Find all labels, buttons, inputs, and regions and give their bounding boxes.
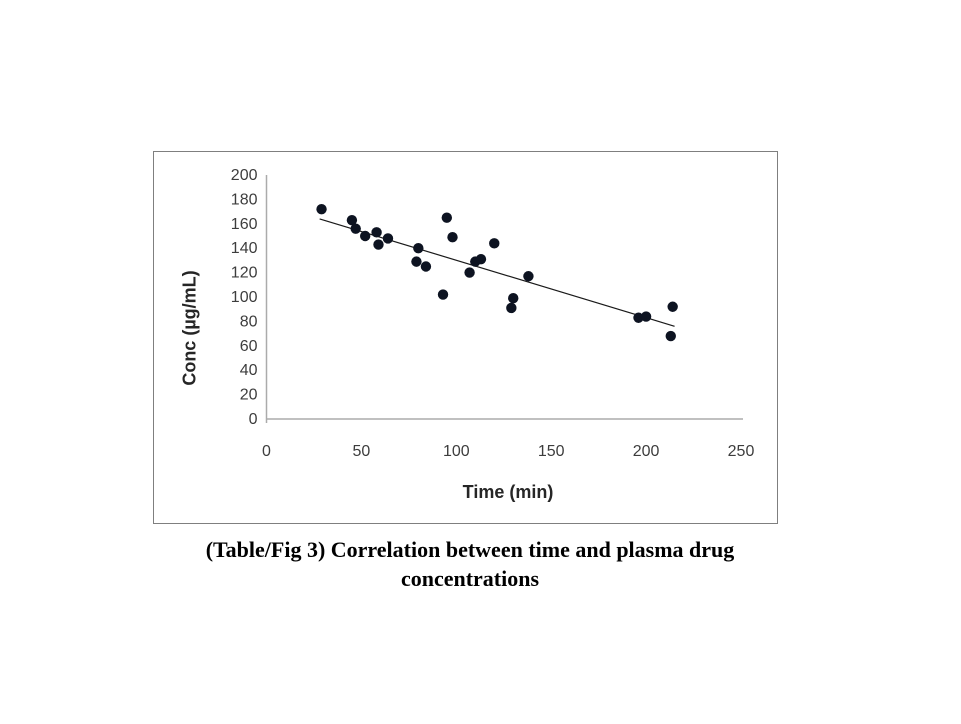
y-tick-label: 160 (231, 216, 258, 233)
figure-caption-line1: (Table/Fig 3) Correlation between time a… (205, 537, 735, 562)
y-tick-label: 180 (231, 191, 258, 208)
data-point (464, 267, 475, 278)
figure-caption: (Table/Fig 3) Correlation between time a… (0, 535, 940, 593)
y-tick-label: 80 (240, 313, 258, 330)
x-tick-label: 100 (443, 443, 470, 460)
data-point (508, 293, 519, 304)
x-tick-label: 0 (262, 443, 271, 460)
data-point (475, 253, 487, 265)
data-point (665, 330, 676, 342)
data-point (437, 289, 449, 300)
data-point (441, 212, 453, 223)
data-point (640, 311, 652, 322)
x-tick-label: 250 (728, 443, 755, 460)
data-point (371, 227, 382, 238)
data-point (420, 261, 432, 272)
data-point (316, 203, 327, 215)
y-axis-title: Conc (µg/mL) (179, 270, 200, 386)
data-point (359, 230, 371, 242)
scatter-plot: 0 20 40 60 80 100 120 140 160 180 200 0 50 100 150 200 2… (231, 167, 755, 460)
y-tick-label: 100 (231, 289, 258, 306)
x-tick-label: 50 (353, 443, 371, 460)
data-point (523, 271, 534, 282)
data-point (346, 214, 358, 226)
data-point (373, 239, 384, 250)
y-tick-label: 120 (231, 265, 258, 282)
data-point (667, 301, 678, 312)
y-tick-label: 200 (231, 167, 258, 184)
figure-caption-line2: concentrations (400, 566, 540, 591)
data-point (411, 256, 422, 267)
data-point (489, 238, 500, 249)
data-point (413, 243, 424, 254)
data-point (447, 232, 458, 243)
chart-panel: 0 20 40 60 80 100 120 140 160 180 200 0 50 100 150 200 2… (153, 151, 778, 524)
x-tick-label: 200 (633, 443, 660, 460)
data-point (506, 302, 517, 314)
x-axis-title: Time (min) (462, 482, 554, 502)
data-point (382, 233, 394, 244)
y-tick-label: 0 (249, 411, 258, 428)
y-tick-label: 140 (231, 240, 258, 257)
x-tick-label: 150 (538, 443, 565, 460)
y-tick-label: 40 (240, 362, 258, 379)
data-point (350, 223, 361, 234)
y-tick-label: 60 (240, 338, 258, 355)
y-tick-label: 20 (240, 387, 258, 404)
